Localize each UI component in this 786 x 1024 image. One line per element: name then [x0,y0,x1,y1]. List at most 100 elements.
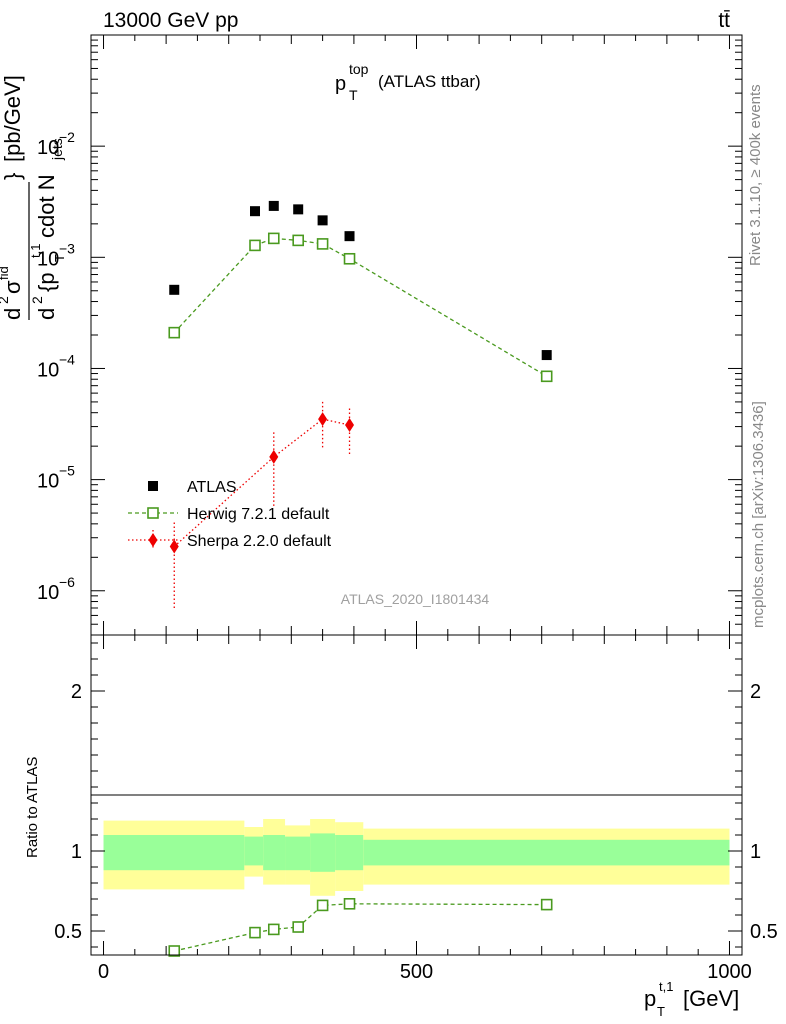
data-point [541,350,552,361]
series-herwig [168,232,553,383]
ylabel-num-exp: 2 [0,296,11,304]
legend-label: Sherpa 2.2.0 default [187,533,332,550]
ylabel-den-exp: 2 [29,296,45,304]
y-tick-base: 10 [37,137,59,159]
series-sherpa [169,400,355,608]
data-point [292,234,304,247]
ratio-y-tick-label-right: 0.5 [750,921,778,943]
ratio-data-point [249,926,261,939]
uncertainty-band-inner [310,833,336,872]
legend-label: Herwig 7.2.1 default [187,506,330,523]
ylabel-num-d: d [0,308,25,320]
ratio-ticks: 0.5 0.5 1 1 2 2 0 500 1000 [54,635,778,983]
legend-marker [148,533,158,547]
legend-marker [147,507,159,519]
xlabel-p: p [644,986,656,1011]
data-point [168,326,181,339]
ratio-data-point [168,945,181,957]
main-ticks: 10−610−510 −410−310 −2 [37,34,742,636]
title-sup: top [349,61,369,77]
ylabel-den-sub: T [52,254,67,262]
ylabel-unit: [pb/GeV] [0,75,25,162]
data-point [317,215,328,226]
data-point [268,200,279,211]
legend-entry: ATLAS [148,479,237,496]
mcplots-label: mcplots.cern.ch [arXiv:1306.3436] [750,401,767,628]
ylabel-sigma: σ [0,280,25,294]
y-tick-label: 10 −4 [37,351,75,381]
y-tick-base: 10 [37,582,59,604]
data-point [250,206,261,217]
ylabel-den-cdot: cdot N [34,174,59,238]
xlabel-sub: T [657,1004,665,1019]
main-panel: 10−610−510 −410−310 −2 ATLAS_2020_I1801434 [37,34,743,636]
ratio-y-tick-label: 2 [71,681,82,703]
title-tail: (ATLAS ttbar) [378,72,481,91]
ratio-series [168,897,553,957]
x-tick-label: 1000 [707,961,752,983]
y-tick-exp: −6 [59,574,75,590]
ratio-y-tick-label: 0.5 [54,921,82,943]
rivet-label: Rivet 3.1.10, ≥ 400k events [747,84,764,266]
legend-label: ATLAS [187,479,237,496]
data-point [169,284,180,295]
legend-entry: Herwig 7.2.1 default [128,506,330,523]
legend-entry: Sherpa 2.2.0 default [128,530,332,550]
ratio-data-point [343,897,356,910]
x-tick-label: 0 [98,961,109,983]
ratio-data-point [316,899,329,912]
y-tick-base: 10 [37,359,59,381]
ylabel-den-jets: jets [49,138,65,161]
main-ylabel: d 2 σ fid d 2 {p t,1 T cdot N jets } [pb… [0,75,67,320]
analysis-id: ATLAS_2020_I1801434 [341,591,490,607]
y-tick-exp: −4 [59,351,75,367]
series-atlas [169,200,552,361]
ratio-series-line [174,903,547,952]
series-line [173,418,350,548]
data-point [343,252,356,265]
data-point [169,539,179,554]
series-line [173,237,548,377]
uncertainty-band-inner [285,836,311,871]
y-tick-exp: −5 [59,463,75,479]
data-point [249,239,261,252]
y-tick-exp: −3 [59,240,75,256]
uncertainty-band-inner [263,835,286,871]
y-tick-label: 10 −5 [37,463,75,493]
ratio-data-point [267,923,280,936]
plot-title: p top T (ATLAS ttbar) [335,61,481,103]
data-point [269,449,279,464]
ratio-data-point [540,898,553,911]
ratio-bands [103,819,730,896]
y-tick-label: 10−3 [37,240,75,270]
y-tick-base: 10 [37,471,59,493]
ylabel-den-sup: t,1 [28,244,43,258]
uncertainty-band-inner [363,839,730,866]
ratio-panel: 0.5 0.5 1 1 2 2 0 500 1000 [54,634,778,983]
ratio-series-herwig [168,897,553,957]
xlabel-sup: t,1 [659,979,673,994]
legend-marker [148,481,158,491]
uncertainty-band-inner [244,836,264,866]
ratio-frame [90,634,743,956]
xlabel-unit: [GeV] [683,986,739,1011]
ylabel-fid: fid [0,266,11,280]
energy-label: 13000 GeV pp [103,9,238,32]
y-tick-label: 10 −2 [37,129,75,159]
data-point [345,417,355,432]
data-point [293,204,304,215]
x-axis-label: p t,1 T [GeV] [644,979,739,1019]
uncertainty-band-inner [335,835,364,871]
ratio-data-point [292,921,304,933]
data-point [267,232,280,245]
legend: ATLAS Herwig 7.2.1 default Sherpa 2.2.0 de… [128,479,332,550]
ylabel-den-p: {p [34,272,59,292]
ratio-ylabel: Ratio to ATLAS [24,757,41,858]
y-tick-exp: −2 [59,129,75,145]
data-point [344,231,355,242]
uncertainty-band-inner [103,835,245,871]
title-sub: T [349,87,358,103]
ratio-y-tick-label: 1 [71,841,82,863]
ylabel-close-brace: } [0,173,25,180]
